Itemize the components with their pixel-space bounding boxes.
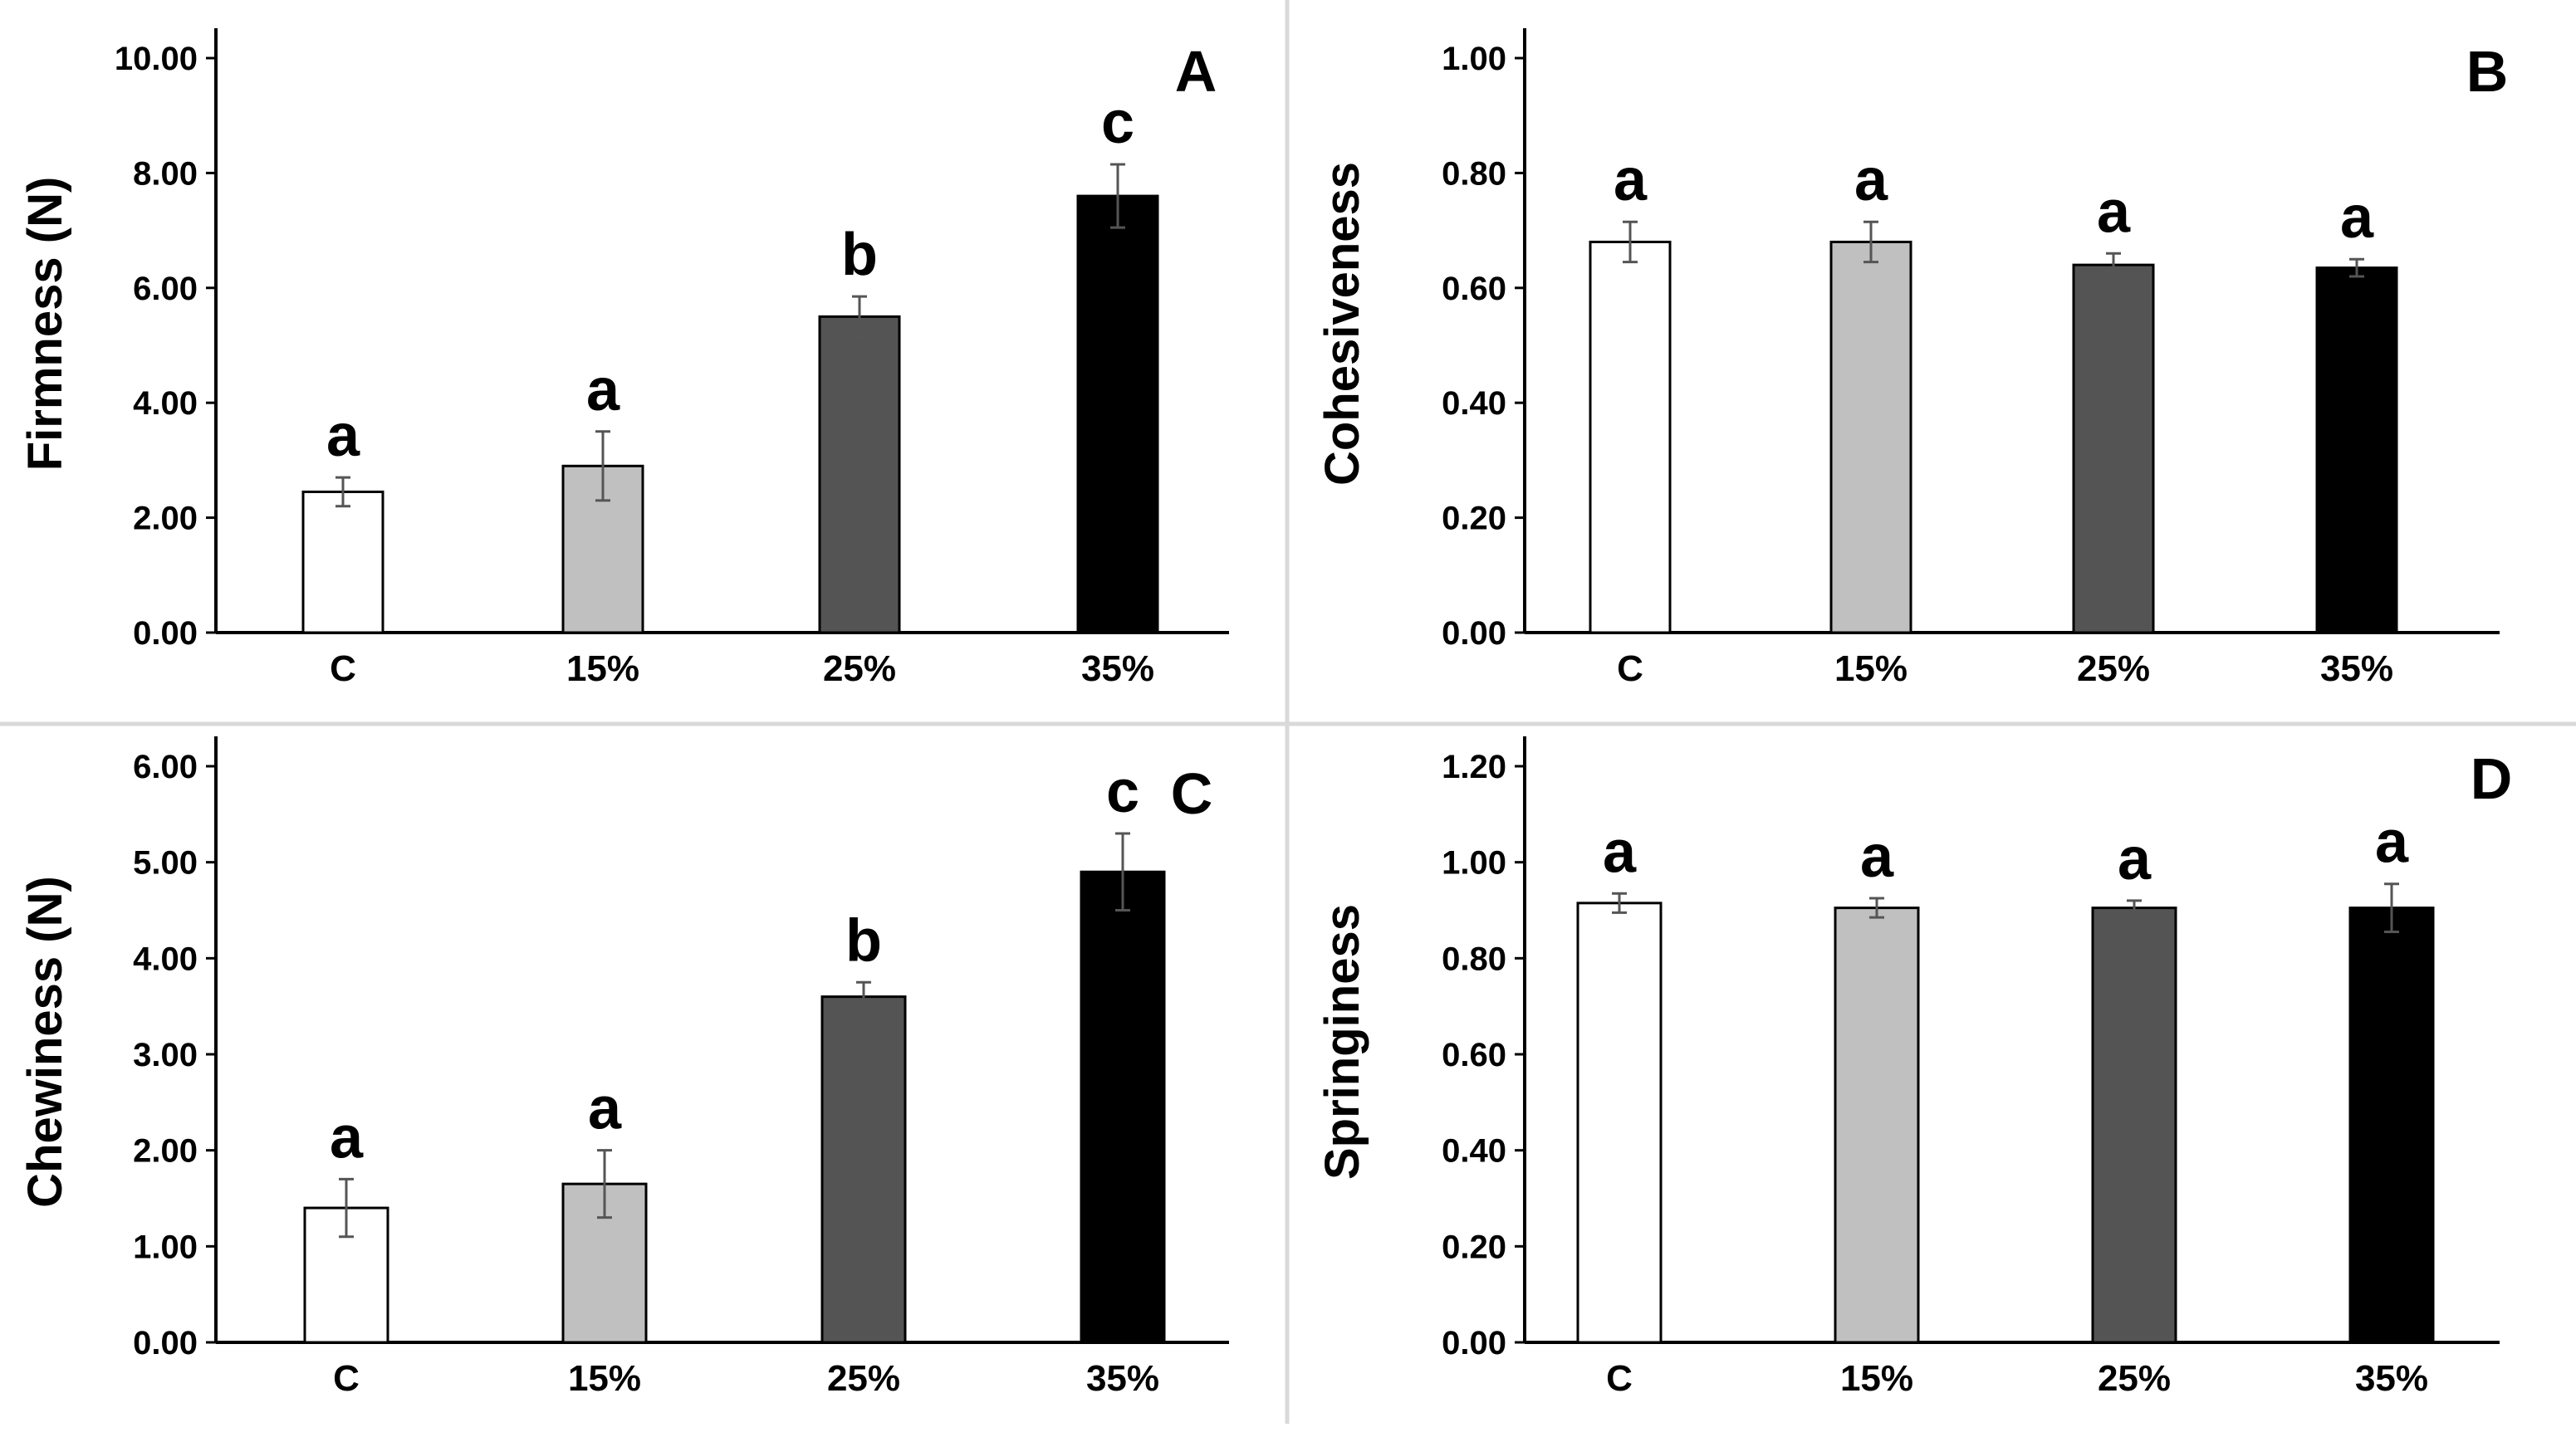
bar-b-3 xyxy=(2072,263,2155,634)
y-tick-label: 1.00 xyxy=(133,1229,198,1265)
bar-d-3 xyxy=(2091,907,2177,1344)
category-label: 25% xyxy=(2098,1358,2171,1399)
y-tick-label: 6.00 xyxy=(133,749,198,785)
bar-b-1 xyxy=(1589,240,1672,634)
y-tick-label: 4.00 xyxy=(133,941,198,977)
significance-letter: a xyxy=(586,357,620,423)
category-label: C xyxy=(333,1358,360,1399)
panel-letter-c: C xyxy=(1171,761,1213,826)
bar-a-4 xyxy=(1076,194,1159,634)
panel-c-chart: 0.00 1.00 2.00 3.00 4.00 5.00 6.00 Chewiness (N… xyxy=(18,736,1229,1399)
significance-letter: a xyxy=(330,1104,364,1171)
bar-a-1 xyxy=(301,490,384,634)
category-label: 35% xyxy=(2355,1358,2428,1399)
significance-letter: c xyxy=(1101,90,1134,156)
bar-d-2 xyxy=(1834,907,1920,1344)
significance-letter: a xyxy=(1854,147,1888,213)
y-tick-label: 6.00 xyxy=(133,271,198,307)
panel-letter-b: B xyxy=(2466,39,2509,104)
panel-letter-d: D xyxy=(2471,746,2513,811)
y-tick-label: 0.00 xyxy=(133,615,198,652)
category-label: 35% xyxy=(2320,648,2393,689)
category-label: C xyxy=(330,648,356,689)
category-label: 25% xyxy=(823,648,896,689)
y-tick-label: 0.40 xyxy=(1442,385,1506,422)
bar-d-4 xyxy=(2348,907,2435,1344)
significance-letter: c xyxy=(1106,759,1139,825)
y-tick-label: 0.80 xyxy=(1442,155,1506,192)
bar-b-4 xyxy=(2315,266,2398,634)
y-tick-label: 1.20 xyxy=(1442,749,1506,785)
y-tick-label: 0.20 xyxy=(1442,1229,1506,1265)
y-tick-label: 0.00 xyxy=(1442,1325,1506,1361)
category-label: C xyxy=(1617,648,1643,689)
significance-letter: a xyxy=(326,403,360,469)
y-tick-label: 8.00 xyxy=(133,155,198,192)
panel-a-chart: 0.00 2.00 4.00 6.00 8.00 10.00 Firmness (N) Aa C… xyxy=(18,28,1229,689)
y-axis-title: Springiness xyxy=(1315,904,1369,1180)
category-label: 15% xyxy=(1834,648,1908,689)
y-tick-label: 2.00 xyxy=(133,501,198,537)
category-label: C xyxy=(1606,1358,1633,1399)
category-label: 35% xyxy=(1081,648,1154,689)
category-label: 15% xyxy=(566,648,639,689)
y-tick-label: 0.00 xyxy=(1442,615,1506,652)
category-label: 35% xyxy=(1086,1358,1159,1399)
bar-a-3 xyxy=(818,315,901,634)
y-tick-label: 0.40 xyxy=(1442,1133,1506,1170)
significance-letter: a xyxy=(2340,184,2374,251)
y-tick-label: 4.00 xyxy=(133,385,198,422)
panel-letter-a: A xyxy=(1175,39,1217,104)
significance-letter: a xyxy=(2375,809,2409,876)
significance-letter: a xyxy=(1614,147,1648,213)
y-tick-label: 1.00 xyxy=(1442,845,1506,882)
y-tick-label: 0.20 xyxy=(1442,501,1506,537)
significance-letter: a xyxy=(2118,826,2152,892)
y-tick-label: 1.00 xyxy=(1442,41,1506,77)
significance-letter: b xyxy=(845,907,882,974)
significance-letter: a xyxy=(588,1076,622,1142)
bar-c-4 xyxy=(1080,870,1166,1344)
y-tick-label: 2.00 xyxy=(133,1133,198,1170)
y-tick-label: 0.60 xyxy=(1442,271,1506,307)
y-axis-title: Firmness (N) xyxy=(18,177,72,472)
y-tick-label: 0.60 xyxy=(1442,1037,1506,1073)
significance-letter: a xyxy=(1603,819,1637,885)
bar-d-1 xyxy=(1576,902,1663,1344)
category-label: 15% xyxy=(1840,1358,1913,1399)
y-tick-label: 5.00 xyxy=(133,845,198,882)
category-label: 15% xyxy=(568,1358,641,1399)
category-label: 25% xyxy=(2077,648,2150,689)
significance-letter: a xyxy=(1860,824,1894,890)
y-axis-title: Cohesiveness xyxy=(1315,162,1369,486)
y-tick-label: 0.00 xyxy=(133,1325,198,1361)
panel-b-chart: 0.00 0.20 0.40 0.60 0.80 1.00 Cohesiveness Ba Ca… xyxy=(1315,28,2508,689)
category-label: 25% xyxy=(827,1358,900,1399)
bar-c-3 xyxy=(820,995,907,1344)
panel-d-chart: 0.00 0.20 0.40 0.60 0.80 1.00 1.20 Springiness D… xyxy=(1315,736,2512,1399)
significance-letter: a xyxy=(2097,178,2131,245)
y-axis-title: Chewiness (N) xyxy=(18,876,72,1208)
bar-b-2 xyxy=(1829,240,1912,634)
y-tick-label: 0.80 xyxy=(1442,941,1506,977)
y-tick-label: 3.00 xyxy=(133,1037,198,1073)
significance-letter: b xyxy=(841,222,878,288)
y-tick-label: 10.00 xyxy=(115,41,198,77)
